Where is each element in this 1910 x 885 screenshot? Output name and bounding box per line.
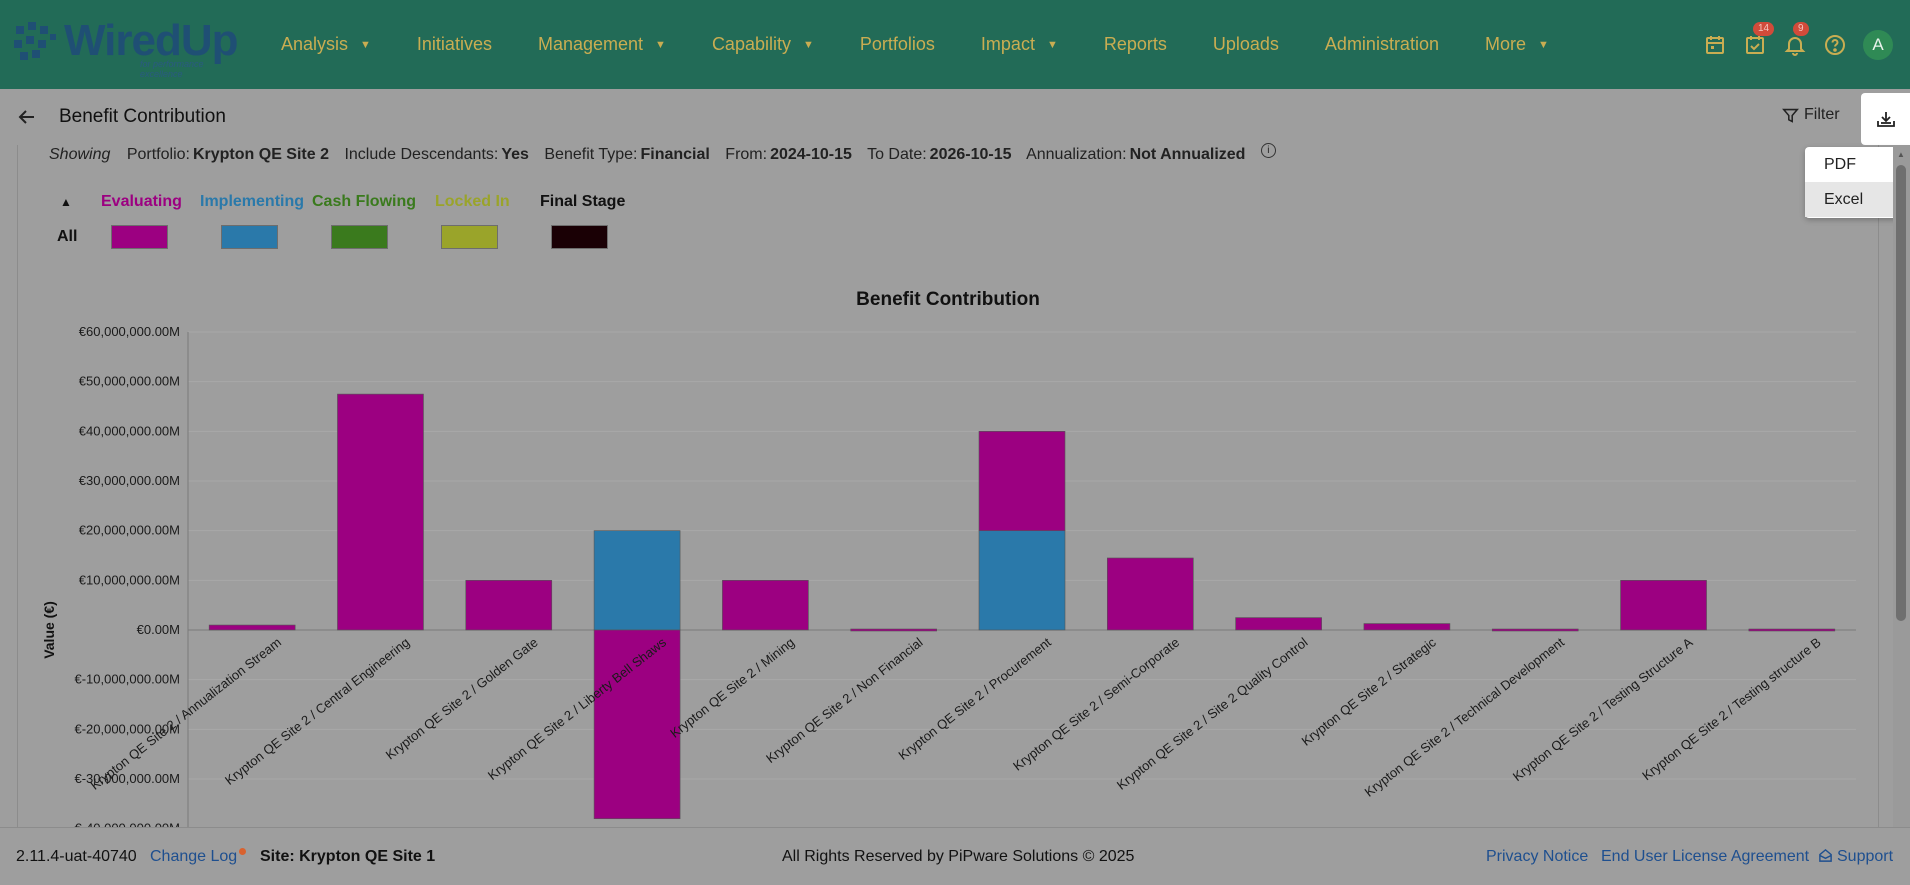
notifications-badge: 9 — [1793, 21, 1809, 36]
swatch-cash-flowing[interactable] — [331, 225, 388, 249]
filter-icon — [1782, 108, 1799, 123]
support-icon — [1819, 848, 1832, 862]
portfolio-value: Krypton QE Site 2 — [192, 146, 329, 163]
legend-label-evaluating: Evaluating — [101, 193, 182, 210]
nav-label: Portfolios — [859, 34, 935, 54]
caret-down-icon: ▼ — [360, 38, 371, 51]
logo-mark-icon — [14, 22, 56, 60]
to-value: 2026-10-15 — [929, 146, 1012, 163]
wiredup-logo[interactable]: WiredUp for performance excellence — [12, 14, 244, 79]
nav-label: Uploads — [1212, 34, 1279, 54]
copyright-text: All Rights Reserved by PiPware Solutions… — [782, 848, 1135, 865]
nav-label: Management — [537, 34, 644, 54]
caret-down-icon: ▼ — [1537, 38, 1549, 51]
from-key: From: — [725, 146, 768, 163]
to-key: To Date: — [867, 146, 927, 163]
export-excel-option[interactable]: Excel — [1805, 182, 1910, 217]
privacy-notice-link[interactable]: Privacy Notice — [1486, 848, 1589, 865]
page-title: Benefit Contribution — [59, 106, 226, 127]
nav-management[interactable]: Management ▼ — [538, 34, 666, 55]
nav-label: Capability — [711, 34, 791, 54]
portfolio-key: Portfolio: — [126, 146, 190, 163]
back-arrow-icon[interactable] — [17, 107, 37, 127]
nav-more[interactable]: More ▼ — [1485, 34, 1549, 55]
scroll-up-icon[interactable]: ▲ — [1897, 150, 1905, 159]
nav-impact[interactable]: Impact ▼ — [981, 34, 1058, 55]
scrollbar-thumb[interactable] — [1896, 165, 1906, 621]
swatch-final-stage[interactable] — [551, 225, 608, 249]
changelog-link[interactable]: Change Log — [150, 848, 247, 866]
chart-title: Benefit Contribution — [856, 289, 1040, 310]
nav-administration[interactable]: Administration — [1325, 34, 1439, 55]
download-icon — [1876, 112, 1895, 127]
main-nav: Analysis ▼ Initiatives Management ▼ Capabi… — [281, 0, 1595, 89]
descendants-value: Yes — [501, 146, 529, 163]
nav-analysis[interactable]: Analysis ▼ — [281, 34, 371, 55]
nav-uploads[interactable]: Uploads — [1213, 34, 1279, 55]
nav-portfolios[interactable]: Portfolios — [860, 34, 935, 55]
page-header: Benefit Contribution Filter — [0, 89, 1910, 145]
bell-icon[interactable]: 9 — [1783, 21, 1809, 57]
logo-wordmark: WiredUp — [64, 16, 238, 65]
legend-label-cash-flowing: Cash Flowing — [312, 193, 416, 210]
nav-label: Administration — [1324, 34, 1439, 54]
from-value: 2024-10-15 — [770, 146, 852, 163]
top-navigation-bar: WiredUp for performance excellence Analy… — [0, 0, 1910, 89]
annualization-value: Not Annualized — [1129, 146, 1246, 163]
site-label: Site: Krypton QE Site 1 — [260, 848, 436, 865]
calendar-icon[interactable] — [1703, 33, 1727, 57]
nav-label: More — [1484, 34, 1526, 54]
footer: 2.11.4-uat-40740 Change Log Site: Krypto… — [0, 827, 1910, 885]
tasks-badge: 14 — [1753, 21, 1775, 36]
nav-label: Analysis — [281, 34, 349, 54]
legend-label-implementing: Implementing — [200, 193, 305, 210]
legend-label-final-stage: Final Stage — [540, 193, 626, 210]
annualization-key: Annualization: — [1026, 146, 1127, 163]
filter-summary: Showing Portfolio: Krypton QE Site 2 Incl… — [49, 143, 1276, 164]
support-label: Support — [1837, 848, 1894, 865]
export-dropdown-menu: PDF Excel — [1805, 147, 1910, 218]
logo-tagline: for performance excellence — [140, 59, 204, 79]
nav-capability[interactable]: Capability ▼ — [712, 34, 814, 55]
support-link[interactable]: Support — [1818, 848, 1893, 866]
nav-initiatives[interactable]: Initiatives — [417, 34, 492, 55]
top-icons: 14 9 A — [1703, 0, 1910, 89]
vertical-scrollbar[interactable]: ▲ — [1893, 145, 1910, 827]
help-icon[interactable] — [1823, 33, 1847, 57]
legend-all-toggle[interactable]: All — [57, 228, 78, 245]
collapse-up-icon[interactable]: ▲ — [60, 195, 72, 209]
nav-label: Impact — [980, 34, 1035, 54]
export-pdf-option[interactable]: PDF — [1824, 155, 1856, 173]
info-icon[interactable]: i — [1260, 143, 1276, 158]
export-button[interactable] — [1861, 93, 1910, 145]
swatch-implementing[interactable] — [221, 225, 278, 249]
version-text: 2.11.4-uat-40740 — [16, 848, 137, 865]
nav-reports[interactable]: Reports — [1104, 34, 1167, 55]
filter-label: Filter — [1804, 106, 1840, 123]
nav-label: Initiatives — [416, 34, 492, 54]
descendants-key: Include Descendants: — [344, 146, 499, 163]
eula-link[interactable]: End User License Agreement — [1601, 848, 1810, 865]
swatch-evaluating[interactable] — [111, 225, 168, 249]
showing-label: Showing — [49, 146, 111, 163]
changelog-dot-icon — [239, 848, 247, 855]
caret-down-icon: ▼ — [1046, 38, 1058, 51]
task-check-icon[interactable]: 14 — [1743, 21, 1775, 57]
nav-label: Reports — [1103, 34, 1167, 54]
benefit-type-value: Financial — [640, 146, 710, 163]
chart-card — [17, 145, 1879, 827]
benefit-type-key: Benefit Type: — [544, 146, 638, 163]
legend-label-locked-in: Locked In — [435, 193, 510, 210]
caret-down-icon: ▼ — [802, 38, 814, 51]
swatch-locked-in[interactable] — [441, 225, 498, 249]
caret-down-icon: ▼ — [655, 38, 666, 51]
user-avatar[interactable]: A — [1863, 29, 1893, 60]
changelog-label: Change Log — [150, 848, 238, 865]
filter-button[interactable]: Filter — [1782, 106, 1840, 124]
